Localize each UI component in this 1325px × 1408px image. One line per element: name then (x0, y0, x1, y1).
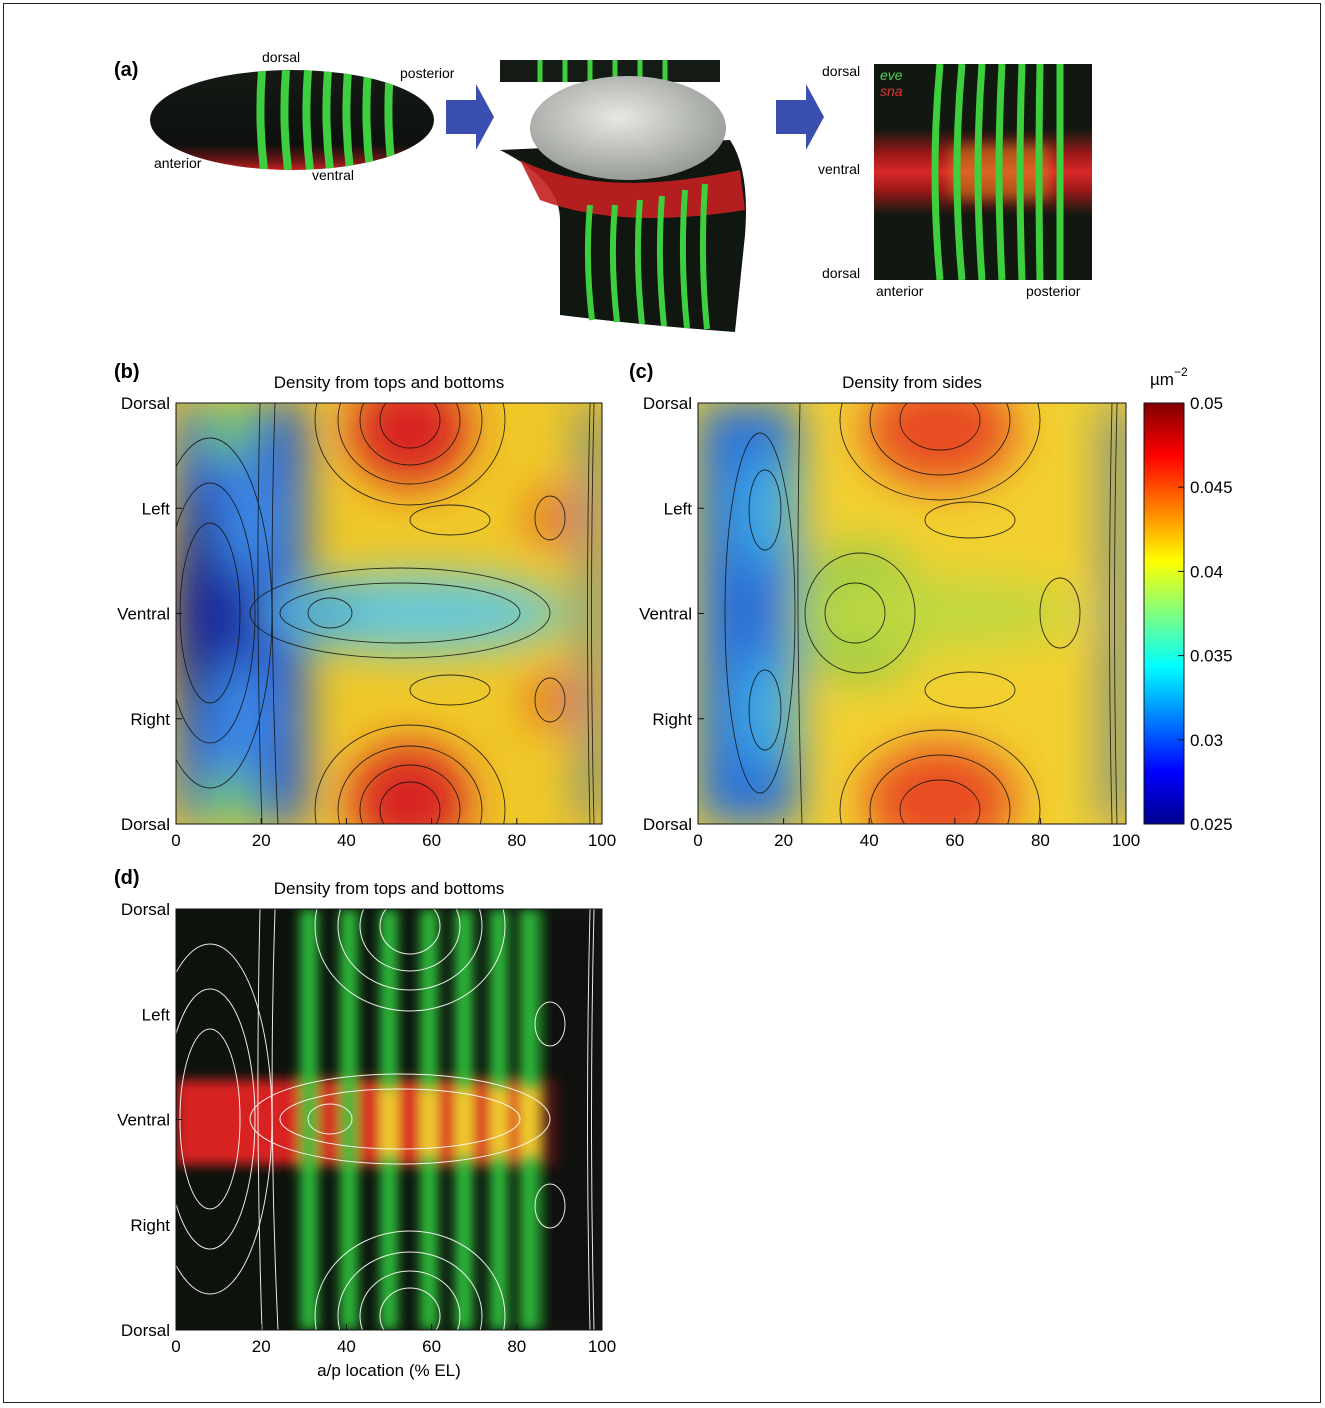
y-tick-label: Left (142, 1005, 171, 1024)
heatmap-b (176, 403, 602, 824)
x-tick-label: 0 (693, 831, 702, 850)
heatmap-c (698, 403, 1126, 824)
y-tick-label: Ventral (639, 605, 692, 624)
embryo-ventral-label: ventral (312, 167, 354, 183)
colorbar: µm −2 (1143, 365, 1188, 825)
flat-dorsal-bottom-label: dorsal (822, 265, 860, 281)
panel-label-a: (a) (114, 59, 138, 81)
overlay-d (176, 909, 602, 1330)
flat-posterior-label: posterior (1026, 283, 1081, 299)
chart-c-title: Density from sides (842, 373, 982, 392)
y-tick-label: Dorsal (643, 394, 692, 413)
x-tick-label: 0 (171, 1337, 180, 1356)
y-tick-label: Dorsal (121, 1321, 170, 1340)
y-tick-label: Left (142, 499, 171, 518)
arrow-right-icon (446, 84, 494, 150)
y-tick-label: Dorsal (643, 815, 692, 834)
y-tick-label: Dorsal (121, 394, 170, 413)
colorbar-tick-label: 0.03 (1190, 731, 1223, 750)
embryo-posterior-label: posterior (400, 65, 455, 81)
flat-anterior-label: anterior (876, 283, 924, 299)
y-tick-label: Right (652, 710, 692, 729)
y-tick-label: Left (664, 499, 693, 518)
y-tick-label: Dorsal (121, 900, 170, 919)
x-tick-label: 80 (507, 831, 526, 850)
x-tick-label: 40 (337, 1337, 356, 1356)
embryo-dorsal-label: dorsal (262, 49, 300, 65)
unrolling-embryo-image (500, 60, 746, 332)
x-tick-label: 80 (507, 1337, 526, 1356)
y-tick-label: Dorsal (121, 815, 170, 834)
x-tick-label: 60 (945, 831, 964, 850)
colorbar-unit-exponent: −2 (1174, 365, 1188, 379)
x-tick-label: 20 (774, 831, 793, 850)
y-tick-label: Right (130, 1216, 170, 1235)
x-tick-label: 80 (1031, 831, 1050, 850)
y-tick-label: Ventral (117, 1111, 170, 1130)
legend-eve: eve (880, 67, 903, 83)
colorbar-tick-label: 0.045 (1190, 478, 1233, 497)
flat-ventral-label: ventral (818, 161, 860, 177)
colorbar-unit: µm (1150, 370, 1174, 389)
x-tick-label: 40 (337, 831, 356, 850)
y-tick-label: Ventral (117, 605, 170, 624)
figure-frame (3, 3, 1321, 1403)
panel-label-b: (b) (114, 361, 140, 383)
y-tick-label: Right (130, 710, 170, 729)
colorbar-tick-label: 0.05 (1190, 394, 1223, 413)
colorbar-tick-label: 0.025 (1190, 815, 1233, 834)
panel-label-c: (c) (629, 361, 653, 383)
chart-d-title: Density from tops and bottoms (274, 879, 505, 898)
flat-map-image (874, 64, 1092, 280)
x-tick-label: 60 (422, 831, 441, 850)
colorbar-tick-label: 0.035 (1190, 647, 1233, 666)
colorbar-tick-label: 0.04 (1190, 562, 1223, 581)
x-tick-label: 100 (588, 831, 616, 850)
x-tick-label: 0 (171, 831, 180, 850)
x-tick-label: 100 (1112, 831, 1140, 850)
x-tick-label: 20 (252, 1337, 271, 1356)
x-tick-label: 100 (588, 1337, 616, 1356)
panel-label-d: (d) (114, 867, 140, 889)
flat-dorsal-top-label: dorsal (822, 63, 860, 79)
chart-b-title: Density from tops and bottoms (274, 373, 505, 392)
embryo-anterior-label: anterior (154, 155, 202, 171)
chart-d-xlabel: a/p location (% EL) (317, 1361, 461, 1380)
legend-sna: sna (880, 83, 903, 99)
x-tick-label: 20 (252, 831, 271, 850)
arrow-right-icon (776, 84, 824, 150)
x-tick-label: 60 (422, 1337, 441, 1356)
x-tick-label: 40 (860, 831, 879, 850)
